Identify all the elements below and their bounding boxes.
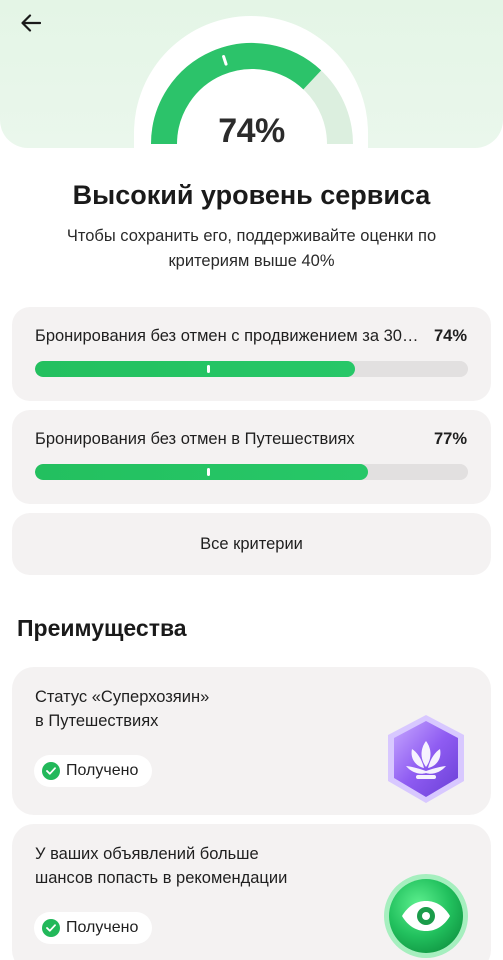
criterion-percent: 77% [433,430,467,448]
status-badge-label: Получено [66,762,139,779]
arrow-left-icon [21,14,41,32]
back-button[interactable] [14,8,48,38]
benefit-card[interactable]: У ваших объявлений больше шансов попасть… [12,824,491,960]
subtitle-line: критериям выше 40% [168,252,335,270]
criterion-progress-track [35,464,468,480]
lotus-icon [388,715,464,803]
page-title: Высокий уровень сервиса [72,180,431,210]
criterion-card[interactable]: Бронирования без отмен с продвижением за… [12,307,491,401]
gauge-threshold-marker [222,55,228,66]
criterion-label: Бронирования без отмен с продвижением за… [35,327,420,345]
gauge-value: 74% [218,112,285,150]
benefit-text-line: в Путешествиях [35,712,159,730]
all-criteria-button[interactable]: Все критерии [12,513,491,575]
benefit-card[interactable]: Статус «Суперхозяин» в Путешествиях Полу… [12,667,491,815]
criterion-threshold-marker [206,365,210,373]
eye-icon [384,874,468,958]
benefit-text-line: шансов попасть в рекомендации [35,869,288,887]
criterion-progress-track [35,361,468,377]
benefit-text-line: У ваших объявлений больше [35,845,259,863]
criterion-label: Бронирования без отмен в Путешествиях [35,430,355,448]
benefit-text: У ваших объявлений больше шансов попасть… [35,842,335,890]
benefit-text-line: Статус «Суперхозяин» [35,688,210,706]
criterion-threshold-marker [206,468,210,476]
criterion-progress-fill [35,361,356,377]
gauge-fill [151,43,322,145]
criterion-progress-fill [35,464,369,480]
status-badge: Получено [34,912,153,944]
subtitle-line: Чтобы сохранить его, поддерживайте оценк… [66,227,437,245]
check-circle-icon [42,762,60,780]
criterion-percent: 74% [433,327,467,345]
service-gauge [151,43,353,145]
check-circle-icon [42,919,60,937]
page-subtitle: Чтобы сохранить его, поддерживайте оценк… [40,224,463,274]
benefit-text: Статус «Суперхозяин» в Путешествиях [35,685,335,733]
status-badge: Получено [34,755,153,787]
benefits-heading: Преимущества [17,615,187,641]
criterion-card[interactable]: Бронирования без отмен в Путешествиях 77… [12,410,491,504]
status-badge-label: Получено [66,919,139,936]
